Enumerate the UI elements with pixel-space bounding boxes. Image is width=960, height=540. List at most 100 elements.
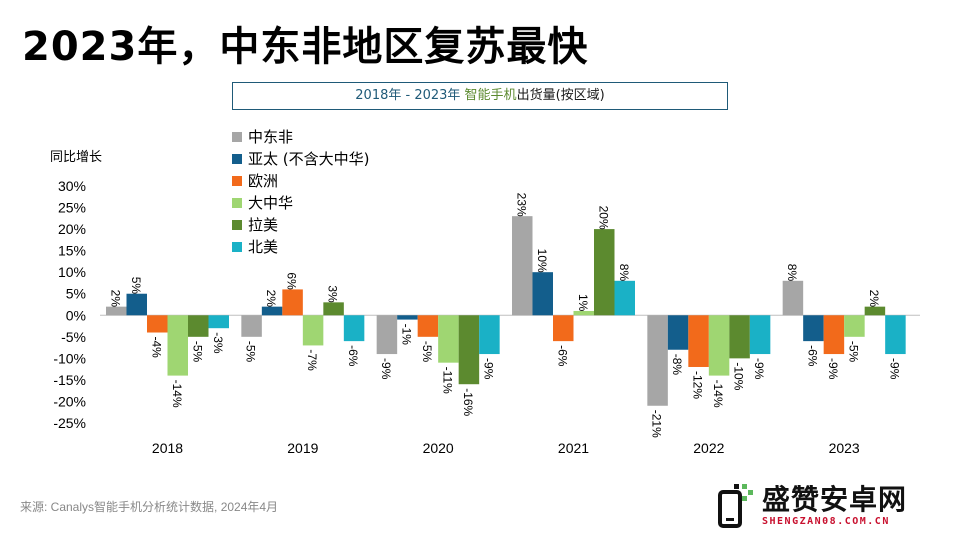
phone-icon [718,484,753,528]
bar-apac-2019 [261,306,283,316]
legend-label-china: 大中华 [248,194,294,212]
logo-text: 盛赞安卓网 [762,483,908,516]
data-label: -5% [190,341,204,363]
bar-latam-2023 [864,306,886,316]
x-tick-label: 2020 [423,440,454,456]
data-label: 23% [514,193,528,217]
subtitle-product: 智能手机 [464,88,517,103]
data-label: -21% [650,410,664,438]
bar-mea-2018 [106,306,127,316]
bar-china-2019 [302,315,324,346]
y-tick-label: -15% [53,372,86,388]
bar-na-2018 [208,315,229,329]
data-label: -9% [379,358,393,380]
data-label: -5% [420,341,434,363]
legend-label-apac: 亚太 (不含大中华) [248,150,370,168]
bar-na-2021 [614,280,635,316]
bar-apac-2018 [126,293,147,316]
legend-swatch-mea [232,132,242,142]
bar-na-2022 [749,315,771,355]
bar-mea-2023 [782,280,804,316]
bar-na-2019 [343,315,365,342]
legend-item-na: 北美 [232,236,369,258]
bar-mea-2019 [241,315,262,337]
y-tick-label: 20% [58,221,86,237]
legend-label-europe: 欧洲 [248,172,279,190]
data-label: 2% [867,290,881,308]
data-label: 2% [264,290,278,308]
bar-europe-2019 [282,289,303,316]
data-label: 10% [535,249,549,273]
data-label: -7% [305,349,319,371]
data-label: -9% [887,358,901,380]
data-label: 8% [617,264,631,282]
bar-latam-2021 [594,229,615,316]
data-label: -9% [752,358,766,380]
legend-item-europe: 欧洲 [232,170,369,192]
data-label: -10% [732,362,746,390]
x-tick-label: 2018 [152,440,183,456]
data-label: -8% [670,354,684,376]
bar-china-2018 [167,315,188,376]
legend-swatch-china [232,198,242,208]
legend-label-na: 北美 [248,238,279,256]
data-label: -3% [211,332,225,354]
data-label: -5% [846,341,860,363]
subtitle-metric: 出货量(按区域) [516,88,605,103]
site-logo: 盛赞安卓网 SHENGZAN08.COM.CN [712,478,952,534]
data-label: -6% [346,345,360,367]
legend-item-apac: 亚太 (不含大中华) [232,148,369,170]
legend-label-mea: 中东非 [248,128,294,146]
bar-latam-2018 [188,315,209,337]
data-label: 1% [576,294,590,312]
bar-europe-2022 [688,315,709,367]
legend-label-latam: 拉美 [248,216,279,234]
data-label: -1% [399,324,413,346]
bar-mea-2022 [647,315,668,406]
data-label: -14% [711,380,725,408]
bar-latam-2020 [458,315,480,385]
x-tick-label: 2019 [287,440,318,456]
legend-item-china: 大中华 [232,192,369,214]
bar-na-2020 [479,315,500,355]
data-label: -6% [555,345,569,367]
data-label: -12% [691,371,705,399]
y-tick-label: -10% [53,350,86,366]
y-axis-title: 同比增长 [50,150,103,165]
page-title: 2023年，中东非地区复苏最快 [22,24,589,70]
bar-china-2023 [844,315,865,337]
legend-swatch-na [232,242,242,252]
legend-item-latam: 拉美 [232,214,369,236]
bar-europe-2023 [823,315,845,355]
y-tick-label: 15% [58,243,86,259]
data-label: 8% [785,264,799,282]
data-label: -16% [461,388,475,416]
bar-china-2021 [573,310,594,316]
data-label: 2% [108,290,122,308]
y-tick-label: 0% [66,307,86,323]
x-tick-label: 2021 [558,440,589,456]
logo-url: SHENGZAN08.COM.CN [762,516,890,527]
x-tick-label: 2022 [693,440,724,456]
bar-china-2020 [438,315,459,363]
legend-swatch-europe [232,176,242,186]
bar-latam-2019 [323,302,344,316]
data-label: 6% [285,272,299,290]
legend-item-mea: 中东非 [232,126,369,148]
y-tick-label: 5% [66,286,86,302]
y-tick-label: -5% [61,329,86,345]
data-label: -9% [826,358,840,380]
bar-china-2022 [708,315,730,376]
data-label: -5% [244,341,258,363]
data-label: 20% [596,206,610,230]
bar-europe-2020 [417,315,439,337]
subtitle-years: 2018年 - 2023年 [355,88,465,103]
legend-swatch-apac [232,154,242,164]
bar-apac-2021 [532,272,553,316]
chart-subtitle: 2018年 - 2023年 智能手机出货量(按区域) [232,82,728,110]
chart-legend: 中东非 亚太 (不含大中华) 欧洲 大中华 拉美 北美 [232,126,369,258]
bar-na-2023 [885,315,906,355]
bar-apac-2023 [803,315,824,342]
bar-europe-2018 [147,315,168,333]
